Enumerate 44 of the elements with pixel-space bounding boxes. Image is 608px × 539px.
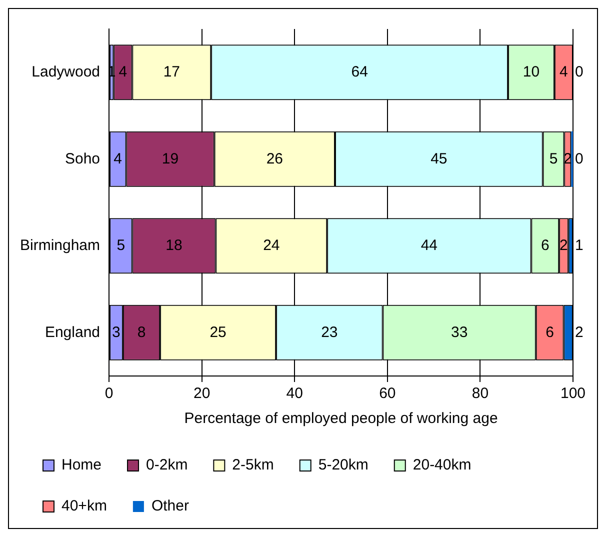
data-label: 5 bbox=[116, 237, 126, 254]
data-label: 4 bbox=[114, 150, 122, 168]
legend-label: 2-5km bbox=[232, 456, 274, 474]
data-label: 33 bbox=[450, 324, 468, 341]
legend-label: Home bbox=[62, 456, 102, 474]
y-tick-label: Birmingham bbox=[20, 237, 100, 254]
data-label: 10 bbox=[522, 64, 540, 81]
y-tick-label: Soho bbox=[64, 150, 100, 168]
data-label: 4 bbox=[118, 64, 128, 81]
legend-label: 0-2km bbox=[146, 456, 188, 474]
data-label: 18 bbox=[166, 237, 182, 254]
data-label: 1 bbox=[575, 237, 584, 254]
data-label: 17 bbox=[163, 64, 180, 81]
data-label: 4 bbox=[560, 64, 568, 81]
x-tick-label: 40 bbox=[286, 385, 303, 402]
data-label: 6 bbox=[540, 237, 550, 254]
y-tick-label: Ladywood bbox=[32, 64, 100, 81]
x-axis-title: Percentage of employed people of working age bbox=[184, 410, 498, 428]
data-label: 19 bbox=[162, 150, 179, 168]
x-tick-label: 60 bbox=[379, 385, 396, 402]
x-tick-label: 20 bbox=[193, 385, 210, 402]
data-label: 44 bbox=[420, 237, 438, 254]
data-label: 26 bbox=[266, 150, 284, 168]
data-label: 0 bbox=[575, 150, 584, 168]
x-tick-label: 0 bbox=[104, 385, 114, 402]
legend-label: 20-40km bbox=[412, 456, 472, 474]
data-label: 23 bbox=[321, 324, 338, 341]
data-label: 2 bbox=[575, 324, 584, 341]
data-label: 3 bbox=[112, 324, 120, 341]
x-tick-label: 80 bbox=[472, 385, 489, 402]
x-tick-label: 100 bbox=[560, 385, 586, 402]
legend-label: 40+km bbox=[62, 498, 107, 515]
data-label: 2 bbox=[560, 237, 568, 254]
legend-label: 5-20km bbox=[318, 456, 368, 474]
data-label: 6 bbox=[546, 324, 554, 341]
data-label: 45 bbox=[430, 150, 448, 168]
legend-label: Other bbox=[151, 498, 189, 515]
data-label: 25 bbox=[210, 324, 226, 341]
data-label: 8 bbox=[137, 324, 146, 341]
data-label: 24 bbox=[263, 237, 280, 254]
data-label: 64 bbox=[351, 64, 368, 81]
data-label: 5 bbox=[549, 150, 558, 168]
data-label: 0 bbox=[575, 64, 584, 81]
y-tick-label: England bbox=[44, 324, 100, 341]
